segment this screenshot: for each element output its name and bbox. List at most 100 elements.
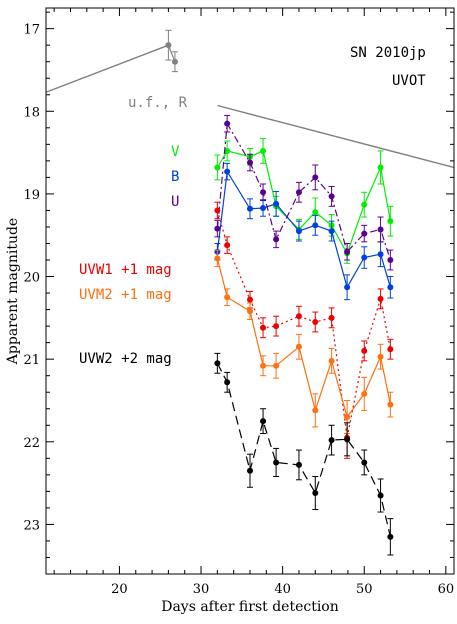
series-label-uf-r: u.f., R (128, 95, 188, 111)
data-point (344, 436, 351, 443)
x-tick-label: 60 (438, 582, 455, 597)
data-point (247, 296, 253, 303)
series-line (216, 258, 391, 419)
y-tick-label: 17 (23, 23, 40, 38)
series-2 (214, 162, 394, 301)
data-point (224, 294, 231, 301)
series-label-uvw1: UVW1 +1 mag (79, 262, 172, 278)
data-point (312, 209, 319, 216)
data-point (247, 308, 253, 315)
data-point (377, 251, 384, 258)
series-label-uvw2: UVW2 +2 mag (79, 351, 172, 367)
data-point (171, 58, 178, 65)
data-point (377, 226, 384, 233)
data-point (273, 323, 280, 330)
data-point (260, 204, 267, 211)
data-point (328, 357, 335, 364)
data-point (312, 490, 319, 497)
data-point (377, 353, 384, 360)
y-axis-label: Apparent magnitude (5, 218, 21, 365)
x-axis-label: Days after first detection (161, 599, 339, 615)
data-point (165, 42, 172, 49)
data-point (387, 346, 394, 353)
data-point (260, 362, 267, 369)
axis-tick-labels: 20 30 40 50 60 17 18 19 20 21 22 23 (23, 23, 454, 597)
series-4 (214, 201, 394, 459)
y-tick-label: 21 (23, 353, 40, 368)
data-point (273, 236, 280, 243)
data-point (224, 242, 231, 249)
data-point (361, 390, 368, 397)
data-point (295, 461, 302, 468)
fit-line (46, 44, 169, 93)
data-point (361, 254, 368, 261)
data-point (312, 174, 319, 181)
data-point (214, 207, 221, 214)
data-point (312, 318, 319, 325)
series-3 (214, 114, 394, 271)
data-point (260, 418, 267, 425)
data-point (312, 407, 319, 414)
data-point (344, 248, 351, 255)
data-point (224, 147, 231, 154)
series-label-u: U (171, 194, 179, 210)
data-point (295, 189, 302, 196)
fit-line (217, 104, 454, 169)
data-point (344, 284, 351, 291)
data-point (247, 205, 253, 212)
data-point (295, 343, 302, 350)
data-point (224, 168, 231, 175)
series-label-b: B (171, 169, 179, 185)
data-point (387, 218, 394, 225)
data-point (377, 164, 384, 171)
data-point (361, 459, 368, 466)
data-point (328, 437, 335, 444)
data-point (295, 313, 302, 320)
series-5 (214, 249, 394, 435)
data-point (214, 255, 221, 262)
x-tick-label: 40 (274, 582, 291, 597)
data-point (260, 189, 267, 196)
data-point (224, 120, 231, 127)
y-tick-label: 20 (23, 271, 40, 286)
data-point (361, 347, 368, 354)
data-point (344, 414, 351, 421)
data-point (295, 228, 302, 235)
series-layer (46, 29, 454, 556)
series-1 (214, 138, 394, 264)
data-point (377, 492, 384, 499)
data-point (387, 257, 394, 264)
data-point (273, 362, 280, 369)
y-tick-label: 18 (23, 105, 40, 120)
data-point (361, 230, 368, 237)
series-label-uvm2: UVM2 +1 mag (79, 287, 172, 303)
series-line (216, 363, 391, 537)
data-point (247, 467, 253, 474)
data-point (247, 159, 253, 166)
x-tick-label: 50 (356, 582, 373, 597)
data-point (224, 379, 231, 386)
data-point (387, 401, 394, 408)
series-6 (214, 352, 394, 556)
y-tick-label: 22 (23, 436, 40, 451)
series-label-v: V (171, 144, 180, 160)
data-point (387, 284, 394, 291)
series-labels: u.f., R V B U UVW1 +1 mag UVM2 +1 mag UV… (79, 95, 188, 367)
data-point (328, 193, 335, 200)
data-point (312, 222, 319, 229)
series-0 (46, 29, 454, 169)
data-point (361, 201, 368, 208)
x-tick-label: 20 (111, 582, 128, 597)
data-point (328, 314, 335, 321)
annotation-object-name: SN 2010jp (350, 45, 426, 61)
axis-ticks (46, 8, 454, 575)
data-point (387, 533, 394, 540)
annotation-instrument: UVOT (392, 73, 426, 89)
data-point (214, 164, 221, 171)
data-point (273, 459, 280, 466)
data-point (260, 147, 267, 154)
series-line (216, 210, 391, 438)
data-point (328, 228, 335, 235)
data-point (214, 360, 221, 367)
